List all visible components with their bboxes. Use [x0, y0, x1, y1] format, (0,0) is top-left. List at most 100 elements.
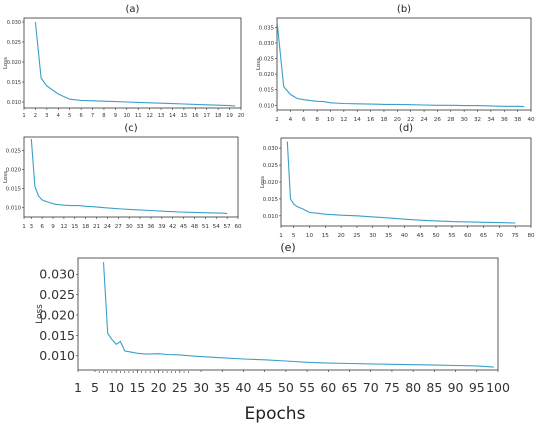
- y-tick-label: 0.020: [7, 60, 21, 66]
- x-tick-label: 6: [79, 113, 82, 119]
- x-tick-label: 70: [496, 233, 504, 239]
- plot-frame: [77, 257, 499, 371]
- x-tick-label: 32: [474, 117, 481, 123]
- x-tick-label: 10: [327, 117, 335, 123]
- x-tick-label: 22: [407, 117, 414, 123]
- x-tick-label: 28: [447, 117, 455, 123]
- y-tick-label: 0.010: [259, 103, 275, 109]
- x-tick-label: 70: [363, 380, 379, 395]
- panel-title: (d): [399, 123, 413, 134]
- x-tick-label: 18: [82, 224, 90, 230]
- x-tick-label: 34: [487, 117, 495, 123]
- x-tick-label: 20: [338, 233, 346, 239]
- x-tick-label: 60: [234, 224, 242, 230]
- x-tick-label: 50: [433, 233, 441, 239]
- x-tick-label: 20: [394, 117, 402, 123]
- x-tick-label: 30: [461, 117, 469, 123]
- x-tick-label: 45: [417, 233, 425, 239]
- x-tick-label: 19: [226, 113, 233, 119]
- y-tick-label: 0.025: [39, 287, 75, 302]
- y-tick-label: 0.025: [6, 148, 21, 154]
- x-tick-label: 15: [71, 224, 79, 230]
- x-tick-label: 40: [236, 380, 252, 395]
- x-tick-label: 6: [302, 117, 306, 123]
- x-tick-label: 100: [486, 380, 510, 395]
- x-tick-label: 5: [91, 380, 99, 395]
- x-tick-label: 17: [203, 113, 210, 119]
- x-tick-label: 45: [180, 224, 188, 230]
- x-tick-label: 80: [527, 233, 535, 239]
- loss-series-line: [30, 138, 228, 215]
- x-tick-label: 85: [426, 380, 442, 395]
- x-tick-label: 33: [137, 224, 145, 230]
- x-tick-label: 51: [202, 224, 210, 230]
- x-tick-label: 14: [354, 117, 362, 123]
- x-tick-label: 30: [369, 233, 377, 239]
- y-tick-label: 0.025: [263, 163, 278, 169]
- x-tick-label: 16: [192, 113, 199, 119]
- x-tick-label: 8: [315, 117, 319, 123]
- x-tick-label: 10: [123, 113, 130, 119]
- x-axis-label: Epochs: [244, 404, 306, 424]
- x-tick-label: 5: [292, 233, 296, 239]
- x-tick-label: 95: [469, 380, 485, 395]
- panel-title: (b): [397, 4, 411, 15]
- x-tick-label: 6: [40, 224, 44, 230]
- loss-series-line: [286, 141, 516, 224]
- x-tick-label: 1: [22, 224, 26, 230]
- x-tick-label: 8: [102, 113, 105, 119]
- x-tick-label: 30: [193, 380, 209, 395]
- x-tick-label: 3: [45, 113, 48, 119]
- x-tick-label: 54: [213, 224, 221, 230]
- y-axis-label: Loss: [3, 57, 9, 69]
- x-tick-label: 4: [289, 117, 293, 123]
- x-tick-label: 21: [93, 224, 101, 230]
- x-tick-label: 90: [448, 380, 464, 395]
- x-tick-label: 55: [299, 380, 315, 395]
- y-tick-label: 0.020: [39, 307, 75, 322]
- x-tick-label: 7: [91, 113, 94, 119]
- x-tick-label: 38: [514, 117, 522, 123]
- x-tick-label: 5: [68, 113, 71, 119]
- loss-series-line: [34, 21, 236, 107]
- y-tick-label: 0.025: [259, 57, 274, 63]
- y-tick-label: 0.010: [6, 205, 22, 211]
- y-tick-label: 0.035: [259, 25, 274, 31]
- y-tick-label: 0.030: [7, 20, 21, 26]
- x-tick-label: 26: [434, 117, 442, 123]
- x-tick-label: 15: [322, 233, 330, 239]
- x-tick-label: 15: [129, 380, 145, 395]
- x-tick-label: 36: [147, 224, 155, 230]
- x-tick-label: 20: [151, 380, 167, 395]
- x-tick-label: 2: [34, 113, 37, 119]
- x-tick-label: 60: [464, 233, 472, 239]
- y-tick-label: 0.020: [259, 72, 275, 78]
- x-tick-label: 3: [29, 224, 33, 230]
- x-tick-label: 1: [74, 380, 82, 395]
- x-tick-label: 1: [279, 233, 283, 239]
- x-tick-label: 18: [380, 117, 388, 123]
- plot-frame: [23, 136, 239, 218]
- y-tick-label: 0.015: [7, 80, 21, 86]
- y-tick-label: 0.025: [7, 40, 21, 46]
- x-tick-label: 55: [448, 233, 456, 239]
- y-tick-label: 0.010: [7, 100, 21, 106]
- chart-panel-5: (e) Loss 0.010 0.015 0.020 0.025 0.030 1 5 10 15 20…: [35, 241, 510, 395]
- x-tick-label: 12: [340, 117, 347, 123]
- x-tick-label: 45: [257, 380, 273, 395]
- y-tick-label: 0.015: [263, 197, 278, 203]
- x-tick-label: 35: [214, 380, 230, 395]
- x-tick-label: 18: [215, 113, 222, 119]
- x-tick-label: 40: [401, 233, 409, 239]
- plot-frame: [23, 17, 242, 109]
- y-tick-label: 0.015: [6, 186, 21, 192]
- x-tick-label: 12: [60, 224, 67, 230]
- y-axis-label: Loss: [35, 304, 45, 324]
- x-tick-label: 60: [320, 380, 336, 395]
- y-tick-label: 0.015: [39, 328, 75, 343]
- y-tick-label: 0.030: [259, 41, 275, 47]
